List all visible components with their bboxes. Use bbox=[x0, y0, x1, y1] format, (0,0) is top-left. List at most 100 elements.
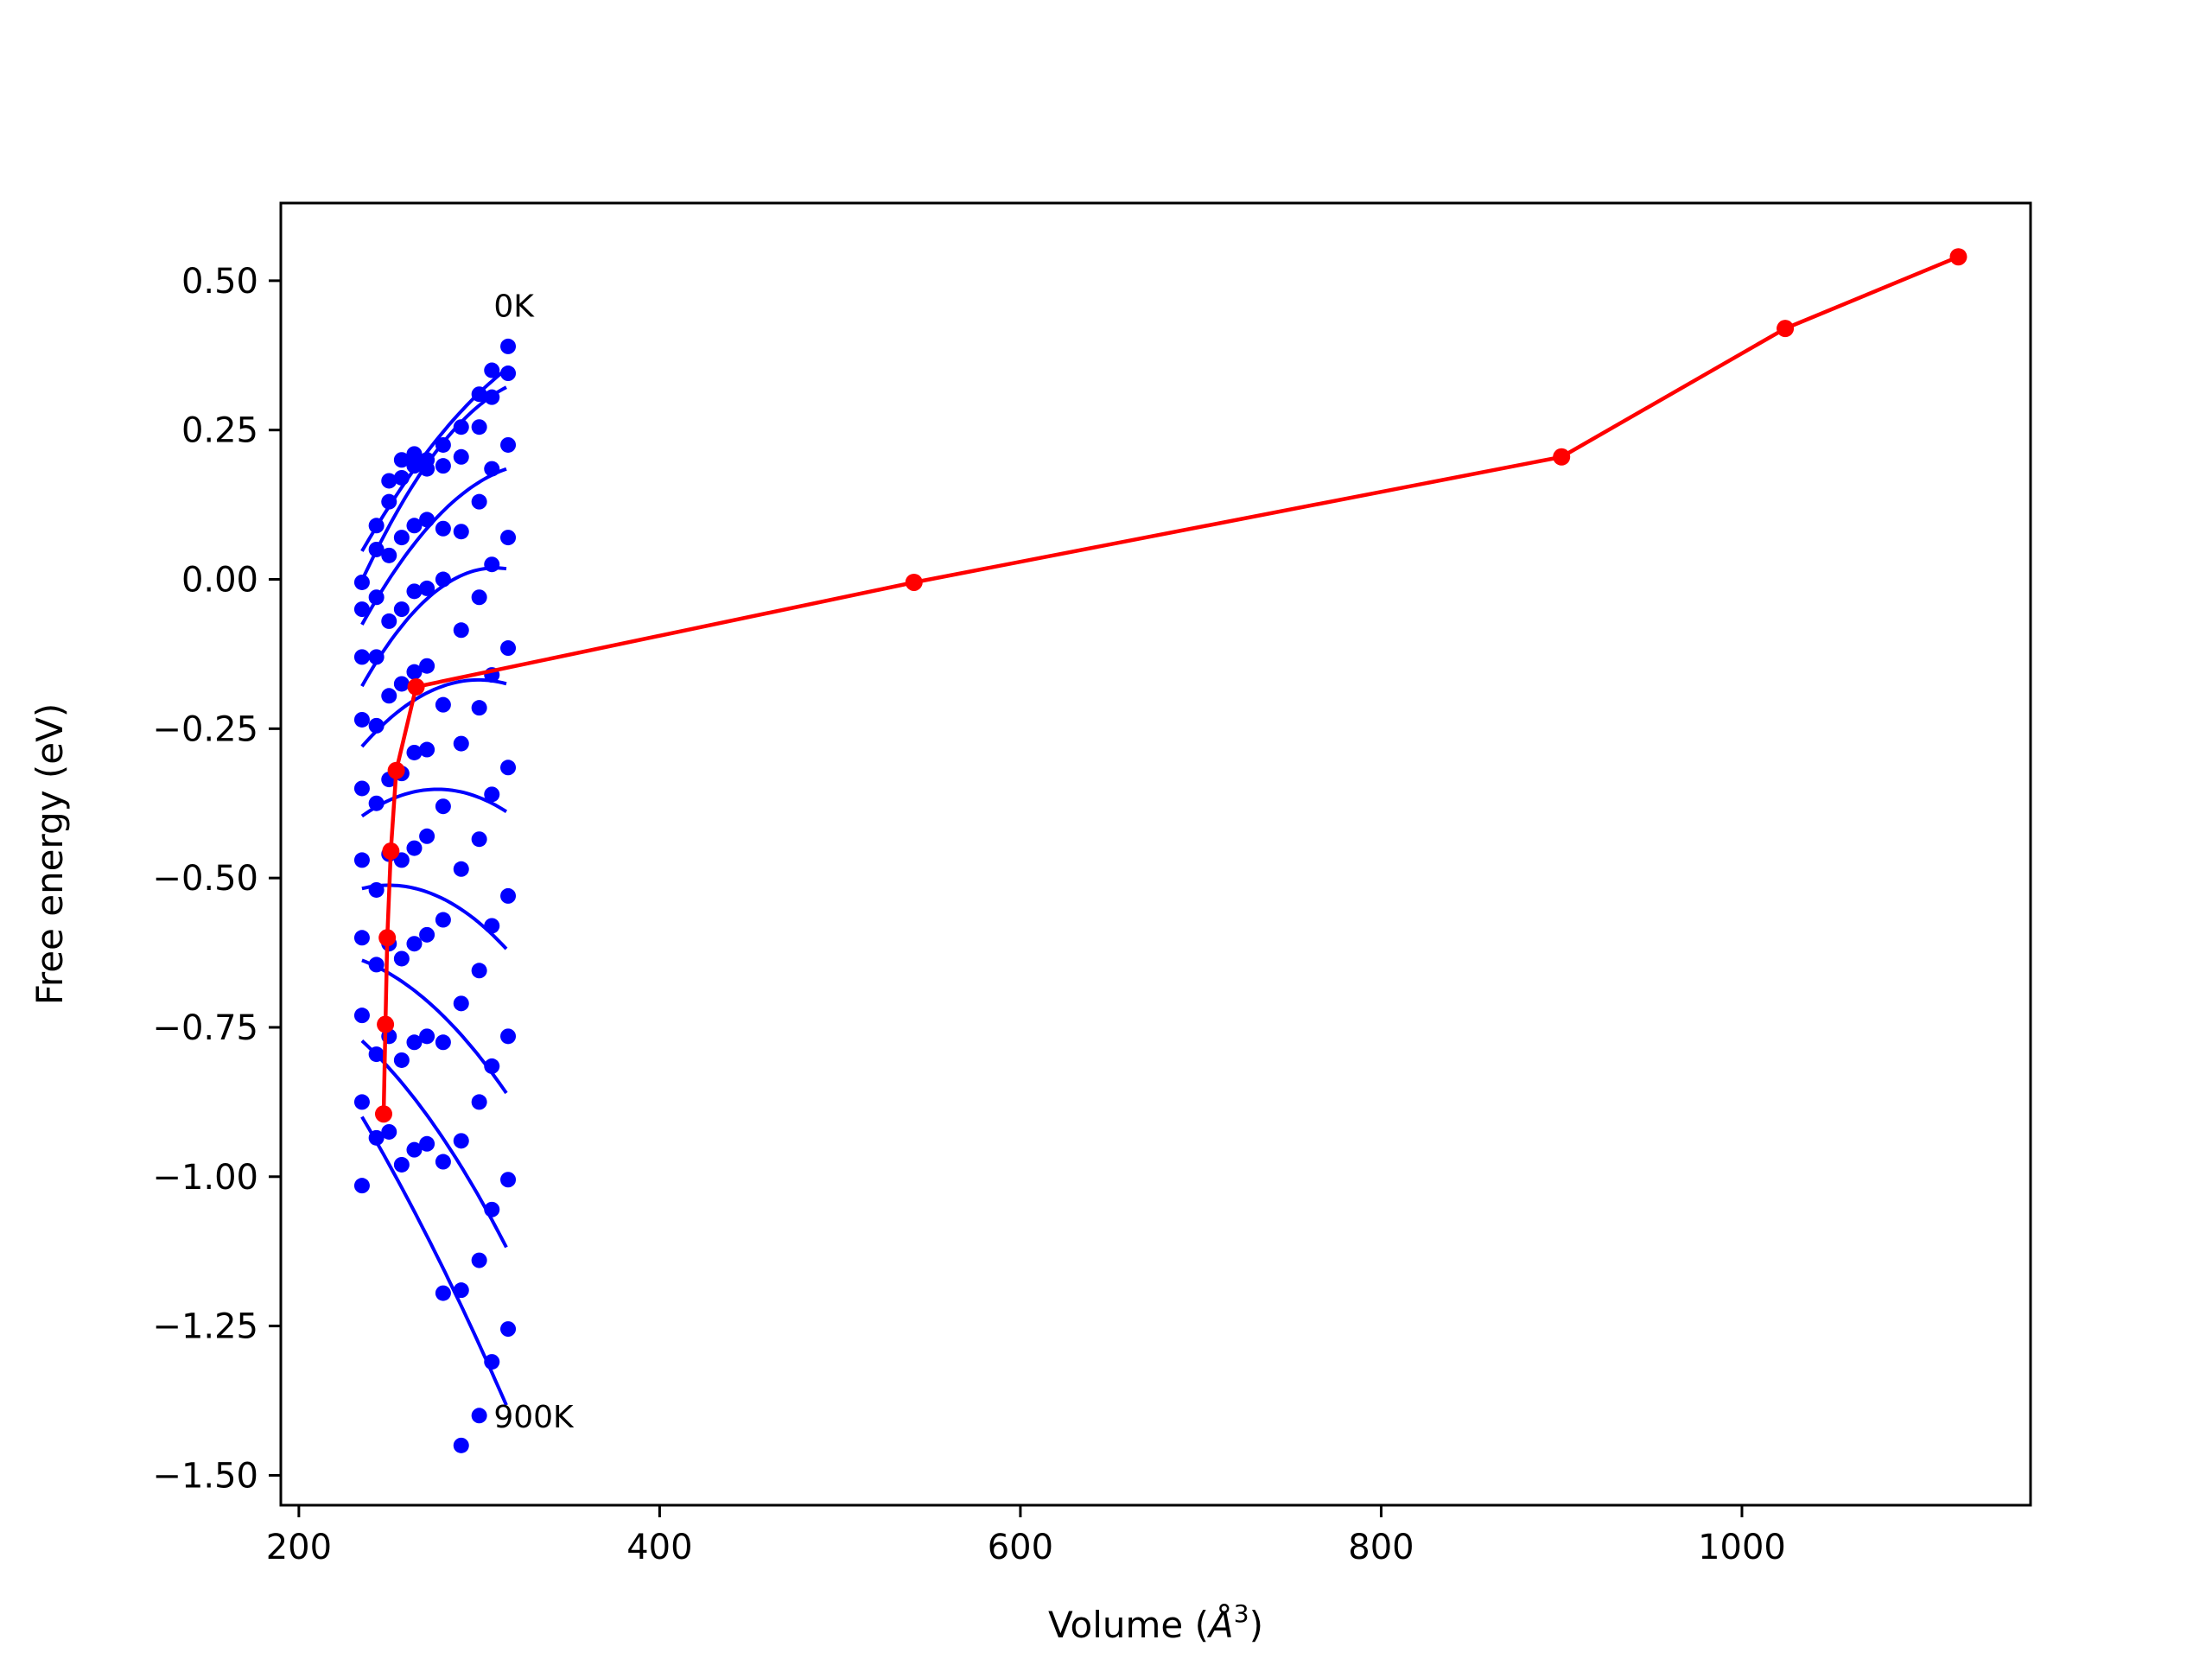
isotherm-fit-curve bbox=[360, 787, 508, 818]
isotherm-data-point bbox=[393, 1156, 410, 1173]
isotherm-data-point bbox=[353, 1007, 370, 1024]
isotherm-data-point bbox=[471, 700, 487, 716]
isotherm-data-point bbox=[406, 446, 423, 462]
isotherm-data-point bbox=[484, 1201, 500, 1217]
isotherm-data-point bbox=[453, 1437, 469, 1453]
y-tick-label: −1.50 bbox=[152, 1456, 258, 1496]
x-tick-label: 1000 bbox=[1698, 1528, 1786, 1567]
isotherm-data-point bbox=[419, 828, 435, 844]
temperature-annotations: 0K 900K bbox=[493, 289, 575, 1435]
x-tick-label: 800 bbox=[1348, 1528, 1414, 1567]
isotherm-data-point bbox=[381, 688, 397, 704]
isotherm-fit-curve bbox=[360, 385, 507, 582]
isotherm-data-point bbox=[471, 963, 487, 979]
isotherm-data-point bbox=[393, 452, 410, 468]
isotherm-data-point bbox=[484, 786, 500, 803]
isotherm-data-point bbox=[406, 744, 423, 760]
y-tick-label: −1.25 bbox=[152, 1307, 258, 1347]
isotherm-data-point bbox=[471, 1094, 487, 1110]
isotherm-data-point bbox=[419, 1135, 435, 1152]
isotherm-data-point bbox=[471, 1408, 487, 1424]
isotherm-data-point bbox=[353, 574, 370, 590]
isotherm-data-point bbox=[453, 1282, 469, 1299]
isotherm-fit-curve bbox=[360, 1116, 508, 1407]
isotherm-data-point bbox=[419, 461, 435, 477]
isotherm-data-point bbox=[471, 589, 487, 606]
isotherm-data-point bbox=[435, 1285, 451, 1301]
isotherm-data-point bbox=[471, 493, 487, 510]
isotherm-fit-curves bbox=[360, 367, 508, 1407]
equilibrium-point bbox=[377, 1015, 395, 1033]
isotherm-data-point bbox=[406, 583, 423, 600]
isotherm-data-point bbox=[500, 887, 517, 904]
isotherm-data-point bbox=[500, 338, 517, 354]
equilibrium-point bbox=[1949, 248, 1967, 266]
y-tick-label: −1.00 bbox=[152, 1158, 258, 1198]
equilibrium-point bbox=[387, 761, 405, 779]
x-tick-label: 200 bbox=[266, 1528, 332, 1567]
isotherm-data-point bbox=[500, 365, 517, 382]
isotherm-data-point bbox=[368, 541, 385, 557]
equilibrium-point bbox=[374, 1105, 392, 1123]
plot-frame bbox=[279, 201, 2032, 1507]
isotherm-data-point bbox=[471, 386, 487, 403]
isotherm-data-point bbox=[453, 622, 469, 639]
isotherm-data-point bbox=[435, 520, 451, 537]
isotherm-data-point bbox=[500, 640, 517, 657]
equilibrium-point bbox=[382, 842, 400, 861]
isotherm-data-point bbox=[500, 1028, 517, 1045]
x-tick-label: 600 bbox=[988, 1528, 1053, 1567]
isotherm-data-point bbox=[435, 571, 451, 588]
isotherm-data-point bbox=[368, 518, 385, 534]
isotherm-data-point bbox=[353, 649, 370, 665]
isotherm-data-point bbox=[406, 840, 423, 856]
isotherm-data-point bbox=[393, 469, 410, 486]
isotherm-data-point bbox=[435, 436, 451, 453]
equilibrium-point bbox=[378, 929, 397, 947]
isotherm-data-point bbox=[368, 1046, 385, 1063]
isotherm-data-point bbox=[353, 852, 370, 868]
y-axis-ticks: 0.50 0.25 0.00 −0.25 −0.50 −0.75 −1.00 −1.25 −1.… bbox=[152, 262, 281, 1496]
isotherm-data-point bbox=[353, 930, 370, 946]
equilibrium-point bbox=[407, 677, 425, 696]
isotherm-data-point bbox=[368, 881, 385, 898]
isotherm-data-point bbox=[393, 676, 410, 692]
isotherm-data-point bbox=[435, 1034, 451, 1051]
isotherm-data-point bbox=[435, 1154, 451, 1170]
isotherm-data-point bbox=[500, 530, 517, 546]
isotherm-data-point bbox=[393, 530, 410, 546]
isotherm-data-point bbox=[484, 1058, 500, 1074]
isotherm-data-point bbox=[419, 926, 435, 943]
isotherm-data-point bbox=[453, 524, 469, 540]
isotherm-data-point bbox=[484, 1354, 500, 1370]
isotherm-data-point bbox=[353, 1178, 370, 1194]
isotherm-data-point bbox=[453, 861, 469, 877]
isotherm-data-point bbox=[381, 613, 397, 629]
isotherm-data-point bbox=[453, 735, 469, 752]
isotherm-data-point bbox=[484, 556, 500, 573]
isotherm-fit-curve bbox=[360, 566, 507, 688]
isotherm-data-point bbox=[406, 936, 423, 952]
isotherm-data-point bbox=[500, 1172, 517, 1188]
isotherm-fit-curve bbox=[361, 883, 508, 950]
isotherm-data-point bbox=[393, 950, 410, 967]
y-tick-label: −0.50 bbox=[152, 859, 258, 899]
isotherm-data-point bbox=[368, 649, 385, 665]
isotherm-data-point bbox=[419, 512, 435, 528]
isotherm-data-point bbox=[419, 658, 435, 674]
y-tick-label: 0.50 bbox=[181, 262, 258, 302]
isotherm-data-points bbox=[353, 338, 517, 1453]
isotherm-data-point bbox=[393, 1052, 410, 1068]
isotherm-data-point bbox=[500, 436, 517, 453]
isotherm-data-point bbox=[419, 741, 435, 758]
y-tick-label: −0.75 bbox=[152, 1008, 258, 1048]
equilibrium-point bbox=[1777, 320, 1795, 338]
isotherm-data-point bbox=[353, 1094, 370, 1110]
isotherm-data-point bbox=[453, 1133, 469, 1149]
isotherm-data-point bbox=[406, 458, 423, 474]
isotherm-data-point bbox=[453, 448, 469, 465]
isotherm-data-point bbox=[368, 1129, 385, 1146]
temperature-annotation: 900K bbox=[493, 1400, 575, 1435]
isotherm-data-point bbox=[471, 831, 487, 848]
